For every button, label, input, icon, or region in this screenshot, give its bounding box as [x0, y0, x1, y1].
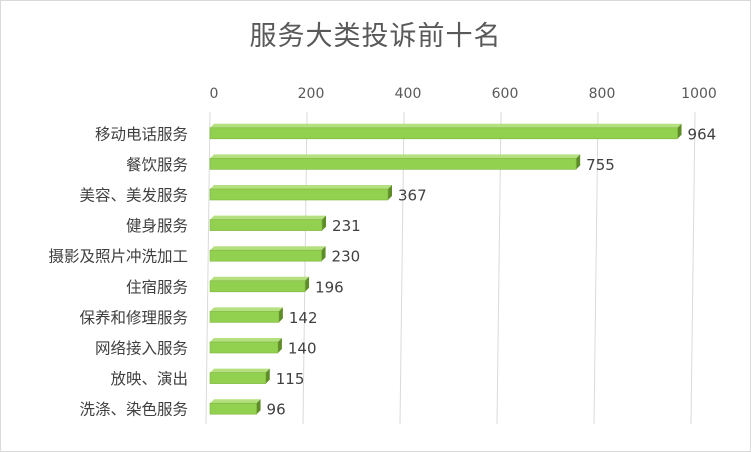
bar-side-face — [277, 338, 282, 353]
bar-front-face — [209, 341, 279, 354]
bar-top-face — [210, 185, 392, 189]
chart-title: 服务大类投诉前十名 — [249, 21, 502, 52]
x-tick-label-0: 0 — [210, 86, 219, 102]
data-label: 755 — [586, 156, 615, 174]
bar-front-face — [209, 249, 322, 262]
bar-side-face — [265, 368, 270, 384]
bar-front-face — [209, 219, 323, 231]
x-tick-label-600: 600 — [492, 86, 519, 102]
category-label: 健身服务 — [126, 217, 188, 235]
bar-front-face — [209, 311, 280, 323]
bar-top-face — [210, 215, 327, 220]
x-tick-label-200: 200 — [298, 86, 325, 102]
bar-top-face — [210, 123, 682, 128]
bar-front-face — [209, 127, 678, 140]
bar — [209, 215, 327, 231]
bar — [209, 399, 261, 415]
bar-top-face — [210, 399, 261, 404]
x-axis-ticks: 0 200 400 600 800 1000 — [210, 86, 717, 102]
bar-top-face — [210, 246, 326, 251]
data-label: 230 — [332, 248, 361, 266]
bar-top-face — [210, 276, 310, 281]
data-labels: 964 755 367 231 230 196 142 140 115 96 — [267, 125, 717, 418]
category-label: 保养和修理服务 — [79, 309, 188, 327]
category-label: 放映、演出 — [110, 370, 188, 388]
bar-top-face — [210, 368, 270, 373]
bar-front-face — [209, 280, 306, 293]
x-tick-label-400: 400 — [395, 86, 422, 102]
bar — [209, 307, 283, 323]
bar-side-face — [387, 185, 392, 200]
gridline-800 — [593, 111, 599, 425]
data-label: 196 — [315, 278, 344, 296]
category-label: 移动电话服务 — [95, 125, 188, 143]
data-label: 140 — [288, 340, 317, 358]
bar-side-face — [321, 246, 326, 262]
bar-top-face — [210, 307, 283, 312]
gridline-0 — [205, 111, 211, 425]
bar — [209, 276, 310, 293]
bar-side-face — [256, 399, 261, 415]
bar — [209, 246, 326, 262]
bar-side-face — [305, 276, 310, 292]
bar-front-face — [209, 402, 257, 415]
bar — [209, 154, 581, 170]
category-label: 摄影及照片冲洗加工 — [48, 248, 188, 266]
x-tick-label-1000: 1000 — [681, 86, 717, 102]
bar-front-face — [209, 158, 577, 170]
bar-front-face — [209, 372, 267, 384]
bar-side-face — [576, 154, 581, 170]
bar — [209, 123, 682, 140]
bar-side-face — [322, 215, 327, 231]
bar-side-face — [677, 123, 682, 139]
x-tick-label-800: 800 — [589, 86, 616, 102]
data-label: 142 — [289, 309, 318, 327]
bar-top-face — [210, 154, 581, 159]
category-label: 美容、美发服务 — [79, 187, 188, 205]
category-label: 网络接入服务 — [95, 340, 188, 358]
category-label: 餐饮服务 — [126, 156, 188, 174]
data-label: 231 — [332, 217, 361, 235]
data-label: 367 — [398, 187, 427, 205]
data-label: 96 — [267, 401, 286, 419]
bar-top-face — [210, 338, 282, 342]
category-label: 住宿服务 — [126, 278, 188, 296]
y-axis-categories: 移动电话服务餐饮服务美容、美发服务健身服务摄影及照片冲洗加工住宿服务保养和修理服… — [48, 125, 188, 418]
bar — [209, 338, 282, 354]
data-label: 115 — [276, 370, 305, 388]
bar — [209, 368, 270, 384]
bar — [209, 185, 392, 201]
bar-front-face — [209, 188, 389, 201]
data-label: 964 — [688, 125, 717, 143]
category-label: 洗涤、染色服务 — [79, 401, 188, 419]
bar-side-face — [278, 307, 283, 323]
gridline-1000 — [690, 111, 696, 425]
bars — [209, 123, 682, 415]
